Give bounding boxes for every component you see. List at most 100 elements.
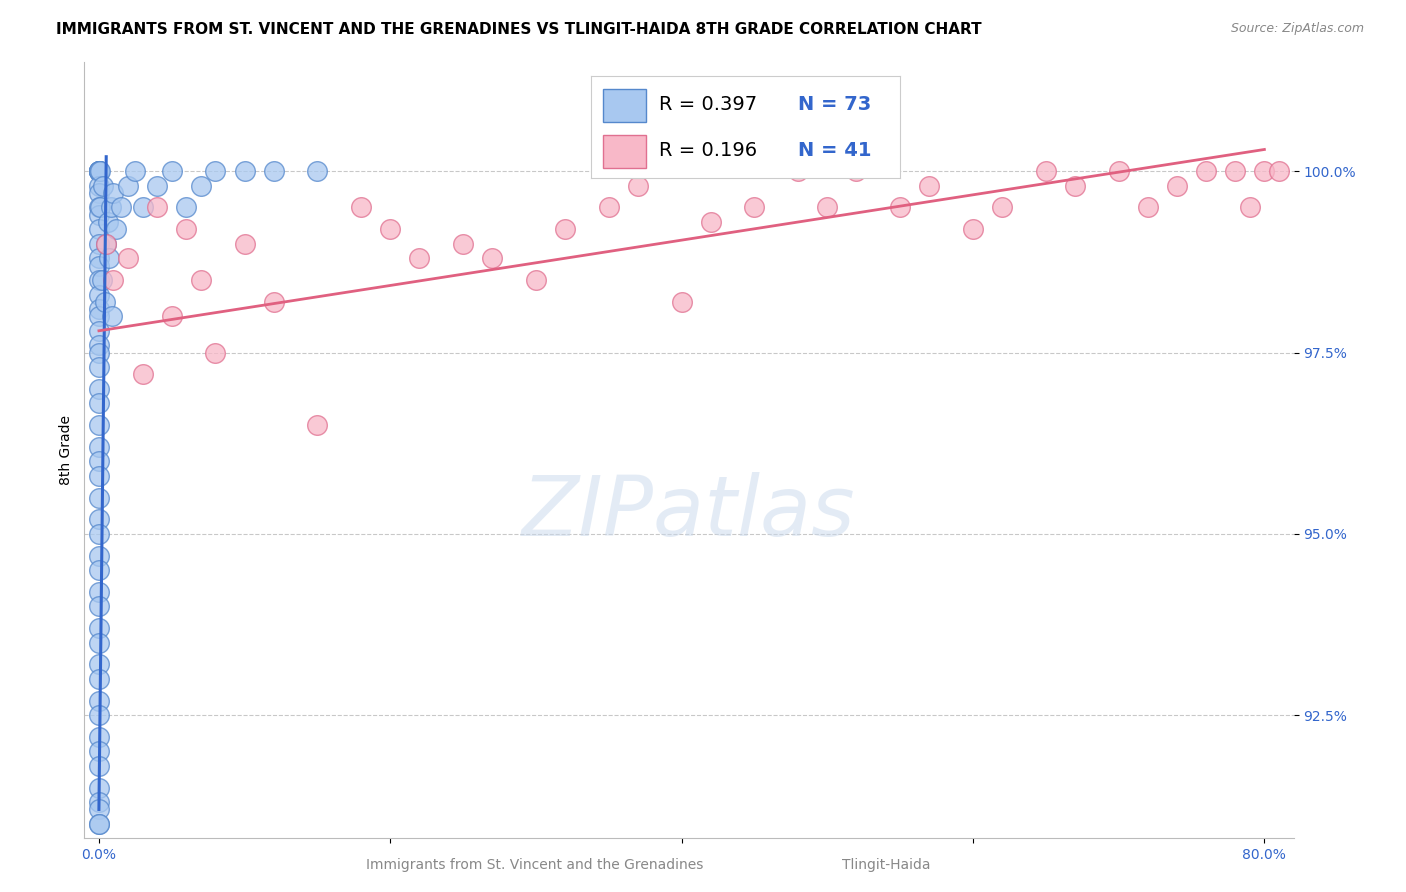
Point: [190, 178, 212, 193]
Point: [87, 708, 110, 723]
Point: [98, 252, 121, 266]
Point: [87, 310, 110, 324]
Point: [87, 164, 110, 178]
Point: [89, 164, 111, 178]
Point: [1195, 164, 1218, 178]
Point: [87, 164, 110, 178]
Point: [87, 164, 110, 178]
Point: [598, 201, 620, 215]
Point: [96, 236, 118, 251]
Point: [87, 527, 110, 541]
Point: [94, 294, 117, 309]
Point: [87, 563, 110, 577]
Point: [524, 273, 547, 287]
Point: [962, 222, 984, 236]
Point: [87, 359, 110, 374]
Point: [87, 301, 110, 316]
Point: [889, 201, 911, 215]
Point: [481, 252, 503, 266]
Point: [87, 795, 110, 809]
Point: [1166, 178, 1188, 193]
Point: [263, 294, 285, 309]
Point: [87, 621, 110, 635]
Point: [408, 252, 430, 266]
Point: [87, 324, 110, 338]
Point: [87, 418, 110, 433]
Point: [1108, 164, 1130, 178]
Point: [105, 222, 128, 236]
Point: [117, 252, 139, 266]
Point: [87, 635, 110, 649]
Point: [103, 186, 125, 200]
Point: [101, 310, 124, 324]
Point: [89, 201, 111, 215]
Point: [131, 368, 153, 382]
Point: [87, 178, 110, 193]
Point: [96, 236, 118, 251]
Point: [380, 222, 402, 236]
FancyBboxPatch shape: [603, 136, 647, 168]
Point: [87, 512, 110, 526]
Point: [307, 164, 329, 178]
Point: [204, 345, 226, 359]
Point: [87, 164, 110, 178]
Point: [554, 222, 576, 236]
Point: [100, 201, 122, 215]
Point: [87, 164, 110, 178]
Point: [90, 273, 112, 287]
Text: ZIPatlas: ZIPatlas: [522, 472, 856, 553]
Point: [815, 201, 838, 215]
Point: [991, 201, 1014, 215]
Y-axis label: 8th Grade: 8th Grade: [59, 416, 73, 485]
Text: R = 0.196: R = 0.196: [658, 141, 756, 161]
Point: [87, 287, 110, 301]
Point: [176, 201, 198, 215]
Point: [87, 273, 110, 287]
Point: [131, 201, 153, 215]
Point: [87, 236, 110, 251]
Point: [87, 208, 110, 222]
Point: [787, 164, 810, 178]
Point: [190, 273, 212, 287]
Point: [671, 294, 693, 309]
Point: [87, 780, 110, 795]
Point: [87, 164, 110, 178]
Point: [87, 657, 110, 672]
Point: [87, 186, 110, 200]
Point: [160, 310, 183, 324]
Point: [627, 178, 650, 193]
Text: N = 73: N = 73: [797, 95, 870, 114]
Point: [87, 599, 110, 614]
Point: [1253, 164, 1275, 178]
Point: [91, 178, 114, 193]
Point: [110, 201, 132, 215]
Point: [87, 338, 110, 352]
Point: [87, 454, 110, 468]
Text: Immigrants from St. Vincent and the Grenadines: Immigrants from St. Vincent and the Gren…: [366, 858, 703, 872]
Point: [87, 672, 110, 686]
Point: [87, 252, 110, 266]
Text: IMMIGRANTS FROM ST. VINCENT AND THE GRENADINES VS TLINGIT-HAIDA 8TH GRADE CORREL: IMMIGRANTS FROM ST. VINCENT AND THE GREN…: [56, 22, 981, 37]
Point: [1064, 178, 1087, 193]
Point: [146, 201, 169, 215]
Point: [176, 222, 198, 236]
Point: [117, 178, 139, 193]
Point: [87, 744, 110, 758]
Point: [87, 382, 110, 396]
Text: N = 41: N = 41: [797, 141, 872, 161]
Point: [87, 817, 110, 831]
Point: [700, 215, 723, 229]
Point: [87, 817, 110, 831]
Point: [1268, 164, 1291, 178]
Point: [87, 549, 110, 563]
Point: [146, 178, 169, 193]
Point: [87, 345, 110, 359]
Point: [845, 164, 868, 178]
Point: [1136, 201, 1159, 215]
Point: [233, 236, 256, 251]
Point: [124, 164, 146, 178]
Point: [87, 694, 110, 708]
Point: [307, 418, 329, 433]
Point: [204, 164, 226, 178]
Text: Tlingit-Haida: Tlingit-Haida: [842, 858, 929, 872]
